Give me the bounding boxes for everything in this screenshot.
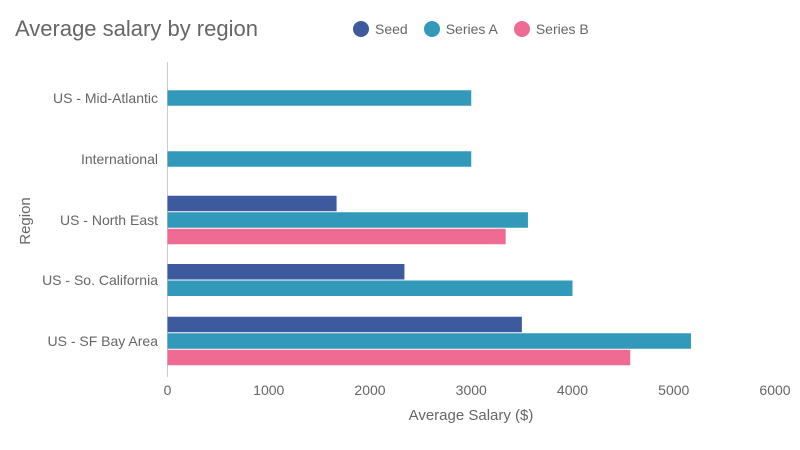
x-axis-title: Average Salary ($)	[409, 407, 534, 424]
legend-label-series-a: Series A	[445, 21, 498, 37]
category-label: US - North East	[60, 212, 158, 228]
x-tick-label: 5000	[658, 382, 689, 398]
chart-legend: Seed Series A Series B	[353, 21, 589, 37]
legend-label-seed: Seed	[375, 21, 408, 37]
x-tick-label: 0	[164, 382, 172, 398]
bar-series-a-international[interactable]	[167, 151, 472, 167]
bar-seed-us-so-california[interactable]	[167, 264, 405, 280]
legend-item-series-a[interactable]: Series A	[423, 21, 498, 37]
bar-series-b-us-north-east[interactable]	[167, 228, 506, 245]
legend-label-series-b: Series B	[535, 21, 589, 37]
bar-series-a-us-so-california[interactable]	[167, 280, 573, 297]
chart-title: Average salary by region	[15, 16, 258, 41]
x-tick-label: 3000	[456, 382, 487, 398]
legend-item-seed[interactable]: Seed	[353, 21, 408, 37]
bar-series-a-us-north-east[interactable]	[167, 212, 528, 228]
legend-swatch-series-b	[513, 21, 530, 37]
category-label: US - SF Bay Area	[48, 333, 159, 349]
category-label: International	[81, 151, 158, 167]
x-tick-label: 2000	[354, 382, 385, 398]
x-tick-label: 1000	[253, 382, 284, 398]
bar-series-a-us-sf-bay-area[interactable]	[167, 333, 691, 349]
bar-seed-us-sf-bay-area[interactable]	[167, 316, 522, 333]
x-tick-label: 6000	[759, 382, 790, 398]
category-labels: US - Mid-Atlantic International US - North…	[42, 90, 158, 349]
bar-seed-us-north-east[interactable]	[167, 195, 337, 212]
category-label: US - So. California	[42, 272, 158, 288]
x-tick-label: 4000	[557, 382, 588, 398]
bar-series-a-us-mid-atlantic[interactable]	[167, 90, 472, 106]
category-label: US - Mid-Atlantic	[53, 90, 158, 106]
x-tick-labels: 0 1000 2000 3000 4000 5000 6000	[164, 382, 791, 398]
bars-group	[167, 90, 691, 366]
legend-item-series-b[interactable]: Series B	[513, 21, 589, 37]
y-axis-title: Region	[17, 197, 34, 245]
legend-swatch-seed	[353, 21, 369, 37]
bar-series-b-us-sf-bay-area[interactable]	[167, 349, 631, 366]
legend-swatch-series-a	[423, 21, 440, 37]
